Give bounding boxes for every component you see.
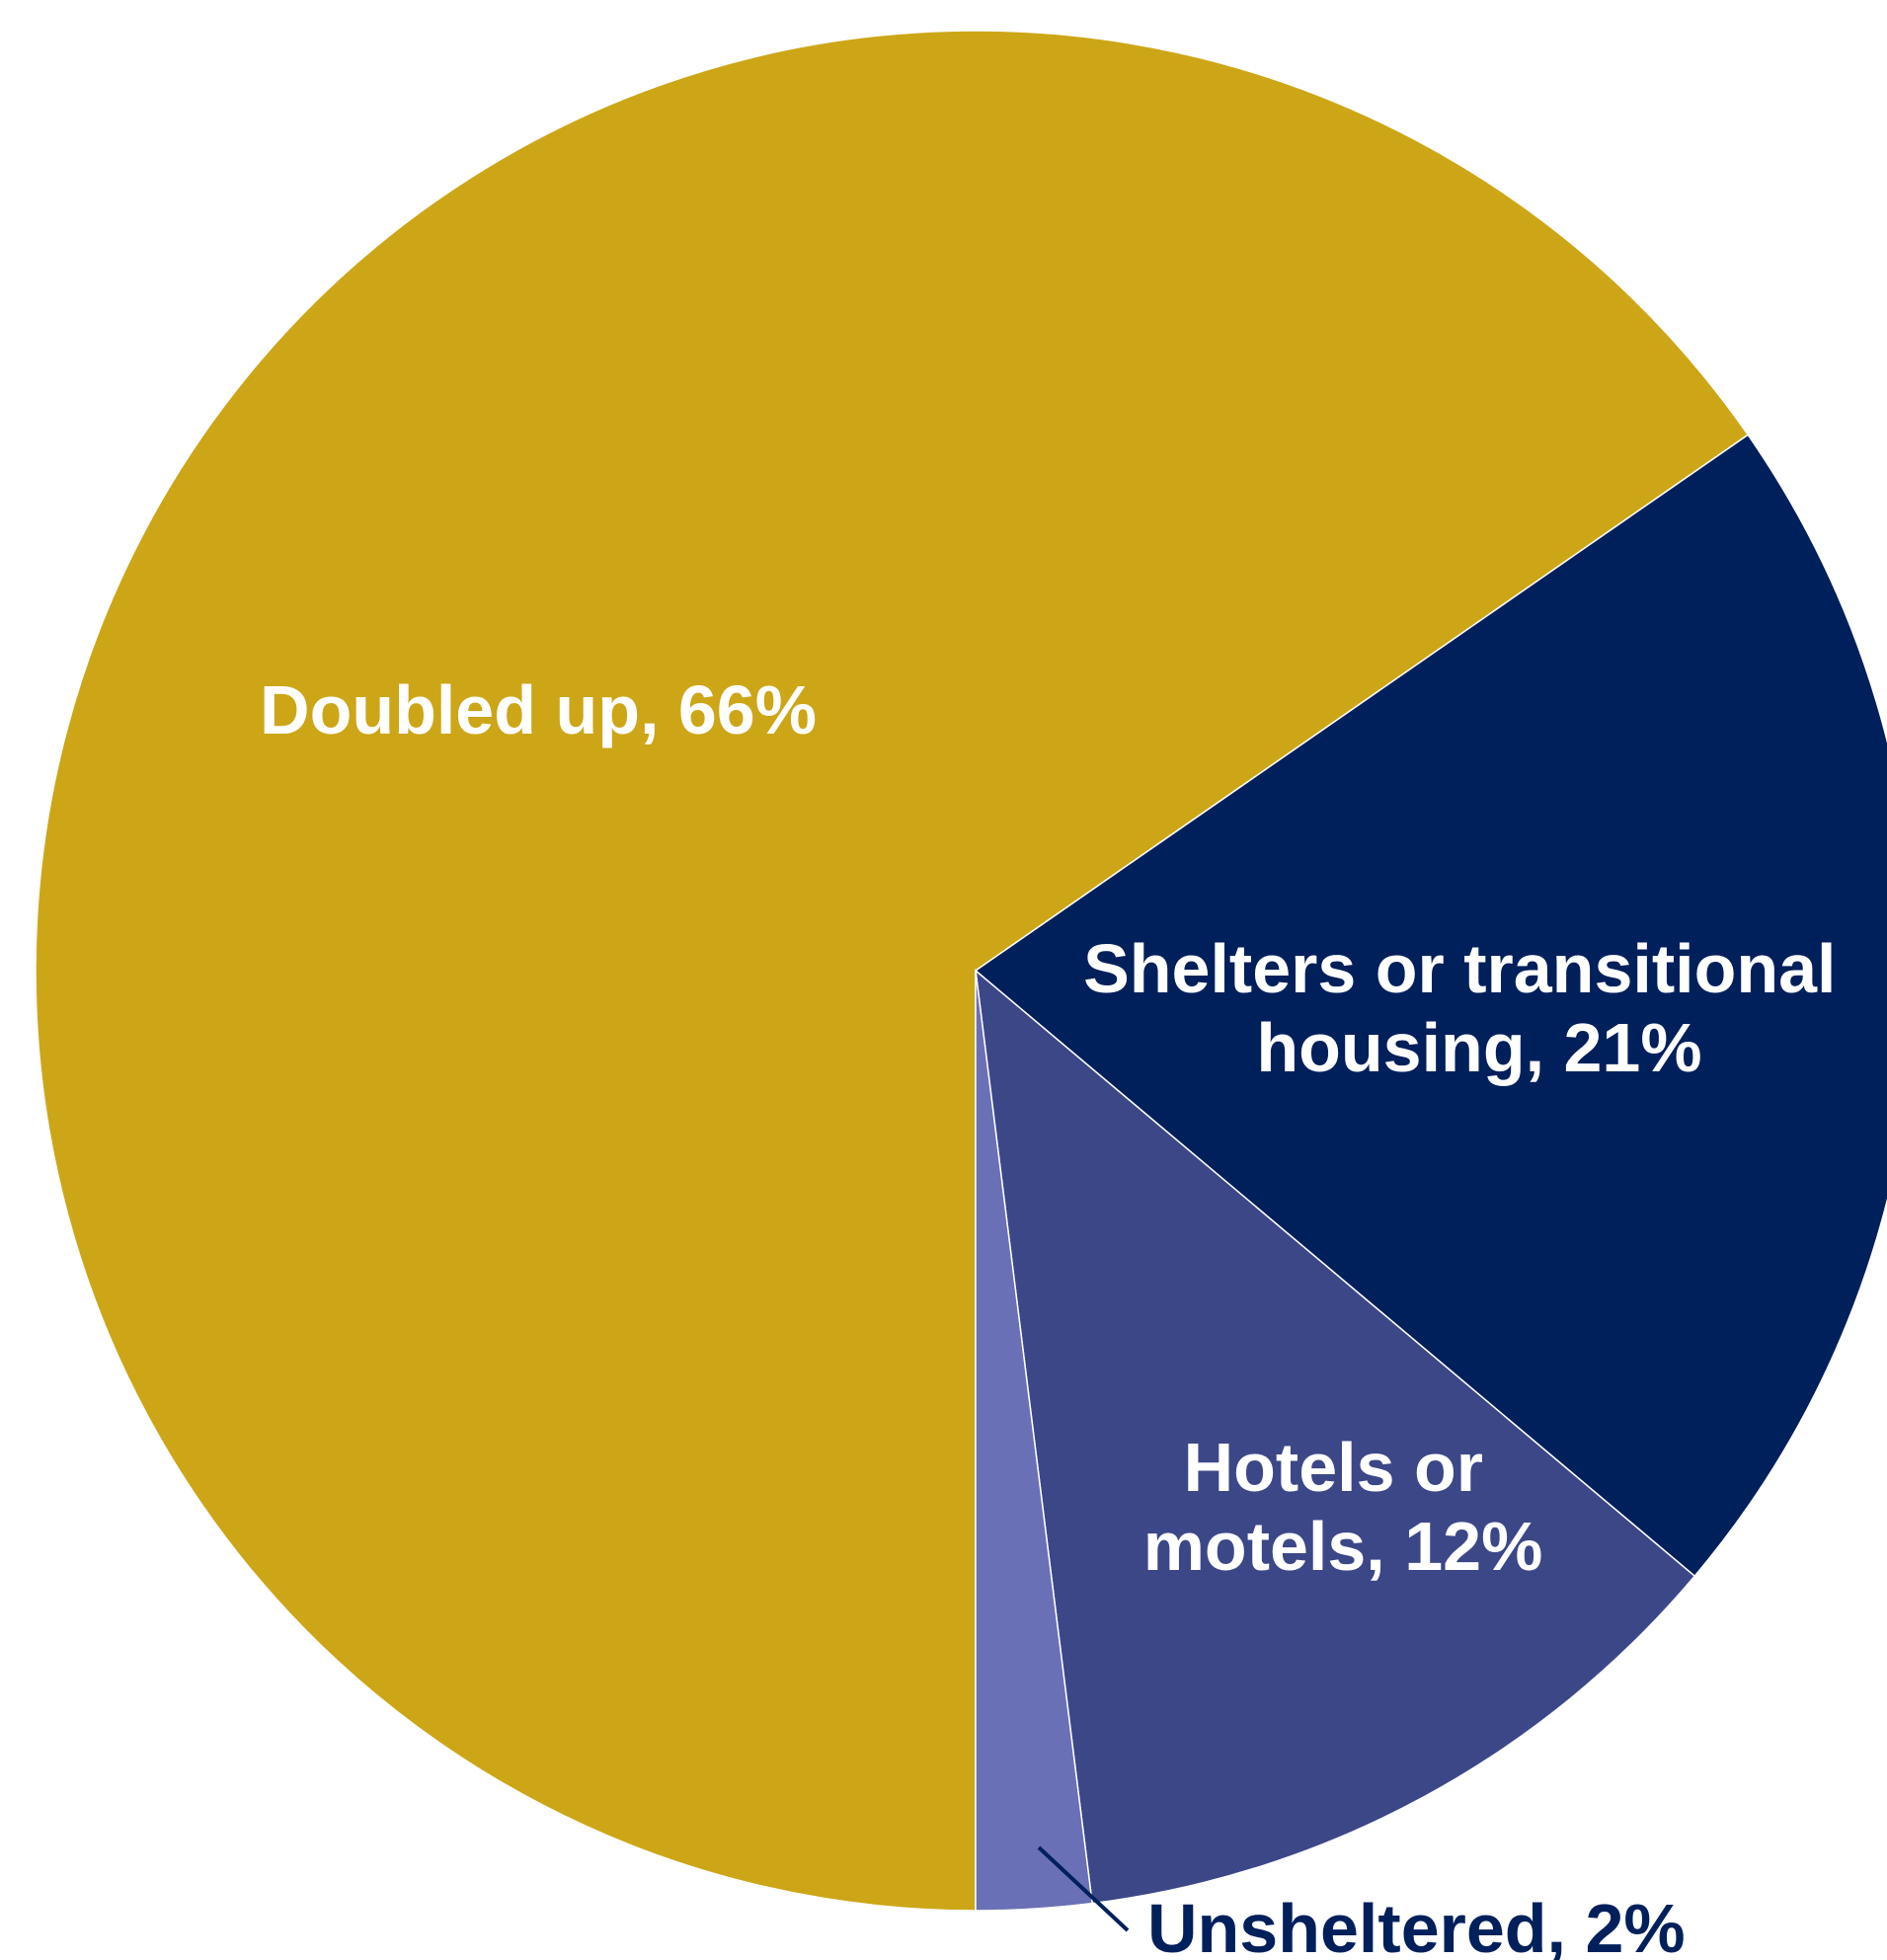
- slice-unsheltered: [975, 970, 1093, 1912]
- label-hotels-line-2: motels, 12%: [1143, 1508, 1543, 1585]
- unsheltered-leader-line: [1037, 1845, 1130, 1932]
- label-shelters-line-2: housing, 21%: [1256, 1009, 1701, 1086]
- label-shelters-line-1: Shelters or transitional: [1083, 930, 1836, 1007]
- label-shelters: Shelters or transitional housing, 21%: [1083, 930, 1855, 1086]
- label-hotels: Hotels or motels, 12%: [1143, 1429, 1543, 1585]
- label-hotels-line-1: Hotels or: [1184, 1429, 1483, 1506]
- label-doubled-up-line-1: Doubled up, 66%: [260, 671, 817, 748]
- pie-slices: [35, 30, 1887, 1912]
- label-unsheltered: Unsheltered, 2%: [1147, 1890, 1686, 1960]
- slice-shelters: [974, 433, 1887, 1578]
- label-unsheltered-line-1: Unsheltered, 2%: [1147, 1890, 1686, 1960]
- slice-hotels: [975, 969, 1696, 1905]
- slice-doubled-up: [35, 30, 1750, 1912]
- slice-labels: Doubled up, 66% Shelters or transitional…: [260, 671, 1855, 1960]
- label-doubled-up: Doubled up, 66%: [260, 671, 817, 748]
